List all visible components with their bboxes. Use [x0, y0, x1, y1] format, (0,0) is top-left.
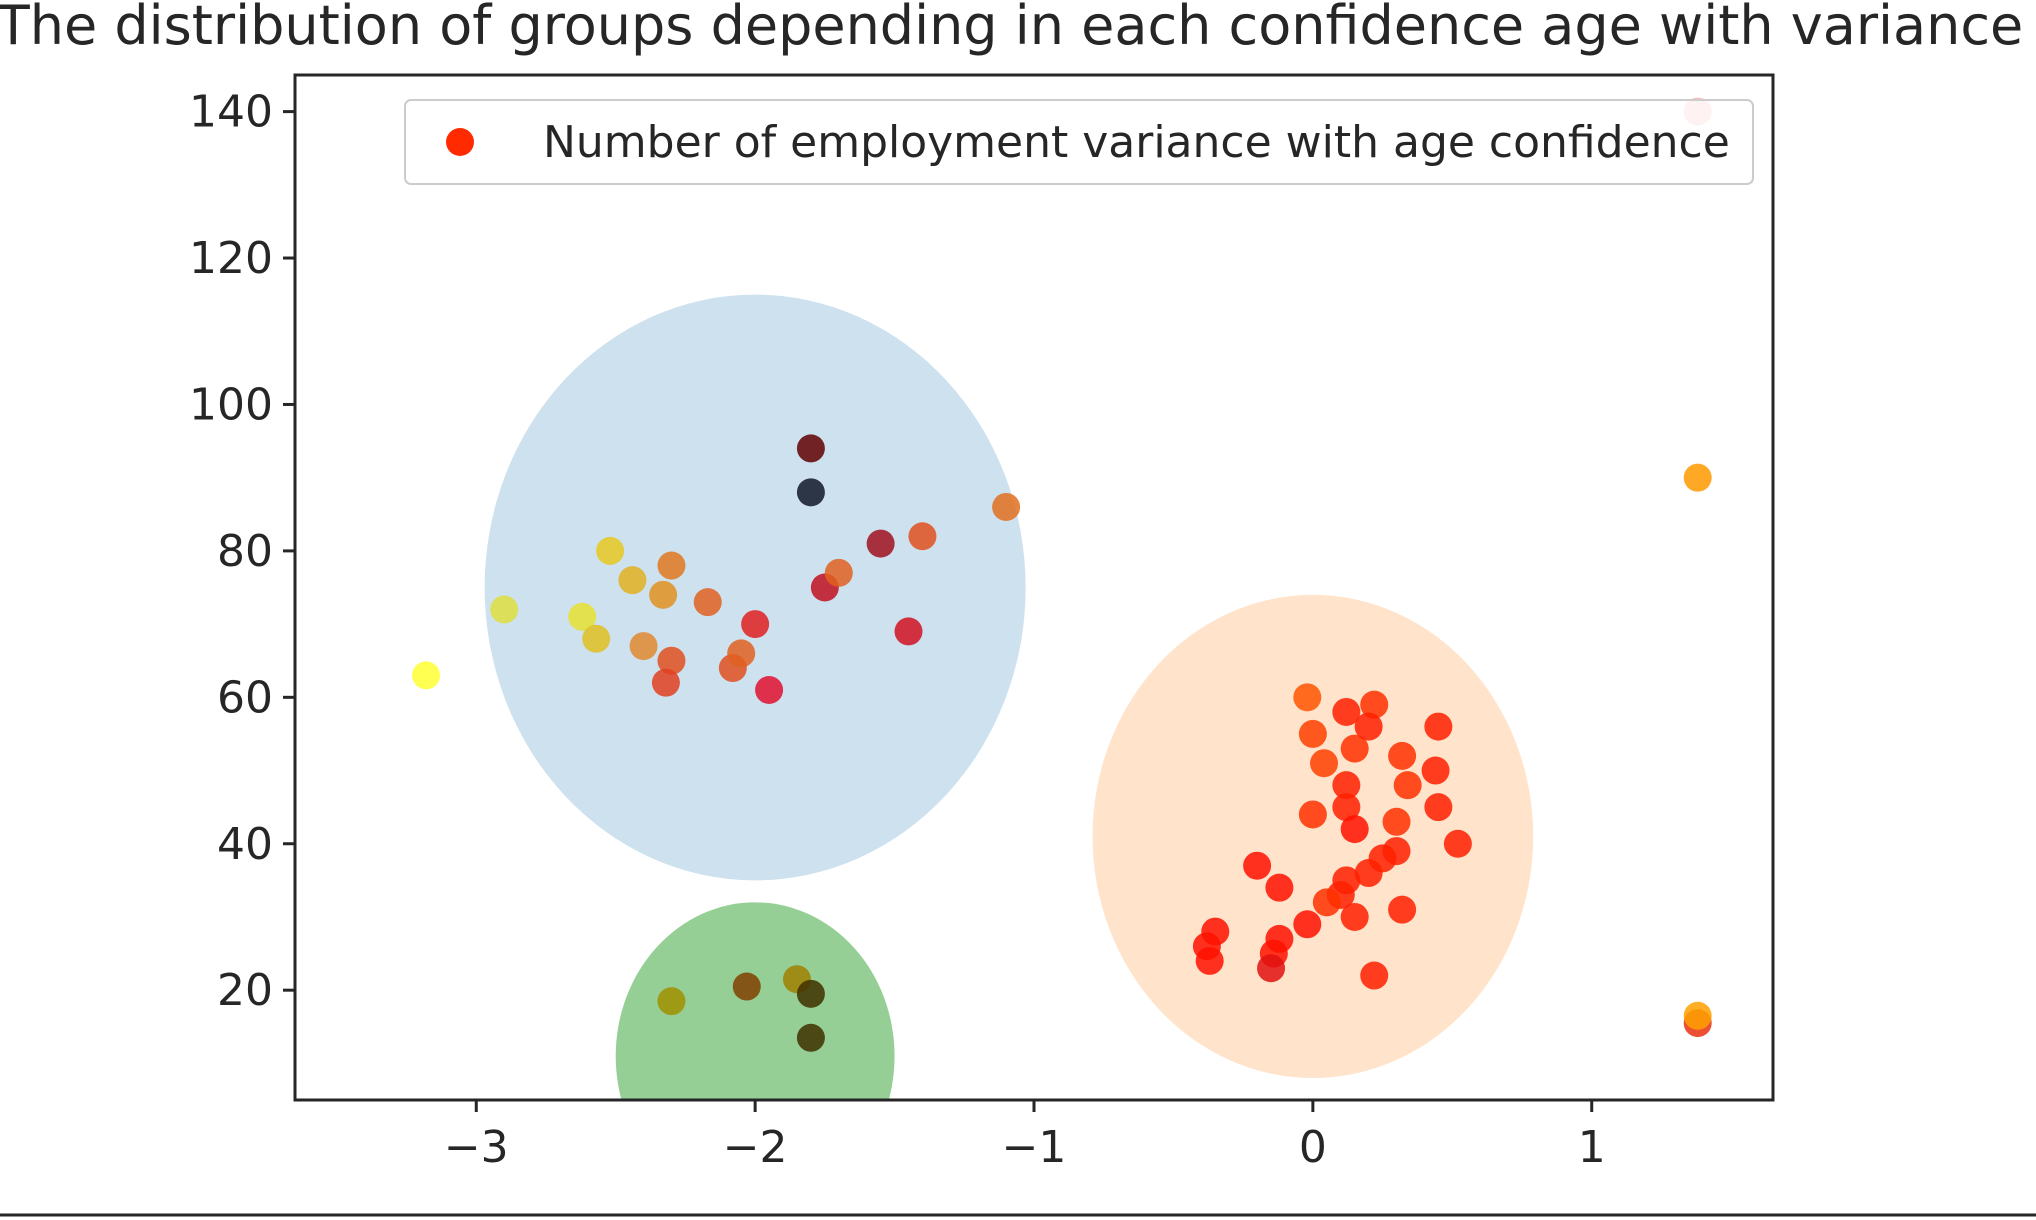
data-point	[824, 558, 853, 587]
data-point	[412, 661, 441, 690]
data-point	[657, 646, 686, 675]
data-point	[490, 595, 519, 624]
data-point	[1195, 946, 1224, 975]
data-point	[796, 478, 825, 507]
legend-box	[404, 99, 1754, 185]
data-point	[1388, 895, 1417, 924]
data-point	[618, 566, 647, 595]
data-point	[1340, 815, 1369, 844]
x-tick-label: −3	[444, 1122, 509, 1173]
data-point	[1340, 902, 1369, 931]
data-point	[1360, 961, 1389, 990]
data-point	[1683, 1001, 1712, 1030]
data-point	[657, 987, 686, 1016]
y-tick-label: 140	[189, 87, 273, 138]
data-point	[1312, 888, 1341, 917]
data-point	[796, 979, 825, 1008]
y-tick-label: 40	[217, 819, 273, 870]
data-point	[693, 588, 722, 617]
data-point	[596, 536, 625, 565]
data-point	[1443, 829, 1472, 858]
data-point	[1421, 756, 1450, 785]
legend-marker	[446, 128, 474, 156]
data-point	[1424, 793, 1453, 822]
data-point	[657, 551, 686, 580]
x-tick-label: 0	[1299, 1122, 1327, 1173]
data-point	[1683, 463, 1712, 492]
data-point	[1332, 771, 1361, 800]
data-point	[1298, 719, 1327, 748]
data-point	[1293, 910, 1322, 939]
data-point	[649, 580, 678, 609]
data-point	[1340, 734, 1369, 763]
data-point	[1424, 712, 1453, 741]
y-axis-ticks: 20 40 60 80 100 120 140	[189, 87, 295, 1016]
data-point	[866, 529, 895, 558]
data-point	[1298, 800, 1327, 829]
data-point	[1360, 690, 1389, 719]
data-point	[1265, 873, 1294, 902]
data-point	[796, 1023, 825, 1052]
data-point	[908, 522, 937, 551]
data-point	[894, 617, 923, 646]
data-point	[1393, 771, 1422, 800]
data-point	[755, 676, 784, 704]
legend-label: Number of employment variance with age c…	[543, 117, 1730, 168]
y-tick-label: 100	[189, 379, 273, 430]
x-axis-ticks: −3 −2 −1 0 1	[444, 1100, 1606, 1173]
cluster-region-1	[484, 294, 1026, 881]
data-point	[992, 492, 1021, 521]
data-point	[1293, 683, 1322, 712]
data-point	[1382, 807, 1411, 836]
data-point	[727, 639, 756, 668]
data-point	[568, 602, 597, 631]
data-point	[1257, 954, 1286, 983]
data-point	[1354, 859, 1383, 888]
data-point	[651, 668, 680, 697]
data-point	[1332, 697, 1361, 726]
data-point	[796, 434, 825, 463]
y-tick-label: 80	[217, 526, 273, 577]
data-point	[1243, 851, 1272, 880]
chart-title: The distribution of groups depending in …	[0, 0, 2023, 57]
data-point	[629, 632, 658, 661]
data-points	[412, 97, 1712, 1052]
y-tick-label: 60	[217, 672, 273, 723]
data-point	[732, 972, 761, 1001]
y-tick-label: 20	[217, 965, 273, 1016]
x-tick-label: −2	[723, 1122, 788, 1173]
x-tick-label: −1	[1002, 1122, 1067, 1173]
data-point	[582, 624, 611, 653]
data-point	[1388, 741, 1417, 770]
data-point	[1382, 837, 1411, 866]
legend: Number of employment variance with age c…	[404, 99, 1754, 185]
data-point	[1310, 749, 1339, 778]
data-point	[1332, 793, 1361, 822]
y-tick-label: 120	[189, 233, 273, 284]
cluster-region-2	[615, 902, 895, 1100]
x-tick-label: 1	[1578, 1122, 1606, 1173]
data-point	[741, 610, 770, 639]
data-point	[1354, 712, 1383, 741]
cluster-regions	[484, 294, 1534, 1100]
